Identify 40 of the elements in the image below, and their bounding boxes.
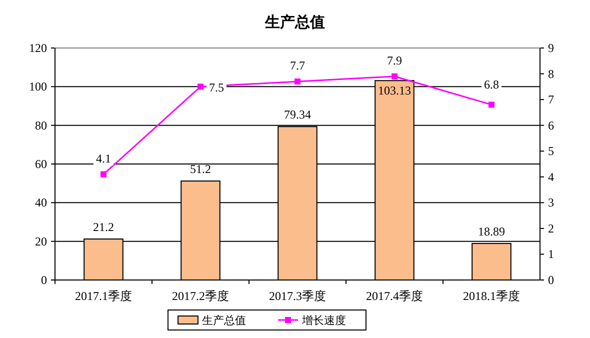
chart-title: 生产总值	[264, 13, 325, 31]
y-tick-label: 80	[35, 118, 47, 132]
y2-tick-label: 6	[548, 118, 554, 132]
y2-tick-label: 0	[548, 273, 554, 287]
y2-tick-label: 4	[548, 170, 554, 184]
y-tick-label: 40	[35, 196, 47, 210]
x-tick-label: 2017.4季度	[366, 289, 423, 303]
data-label: 51.2	[190, 162, 211, 176]
y-tick-label: 100	[29, 80, 47, 94]
y2-tick-label: 5	[548, 144, 554, 158]
data-label: 79.34	[284, 108, 311, 122]
data-label: 4.1	[96, 151, 111, 166]
data-label: 103.13	[378, 84, 411, 98]
data-label: 21.2	[93, 220, 114, 234]
point	[198, 84, 204, 90]
y-tick-label: 60	[35, 157, 47, 171]
data-label: 7.9	[387, 53, 402, 68]
data-label: 7.5	[209, 80, 224, 95]
data-label: 7.7	[290, 58, 305, 73]
legend-label: 生产总值	[202, 314, 246, 327]
y2-tick-label: 8	[548, 66, 554, 81]
data-label: 18.89	[478, 224, 505, 238]
y-tick-label: 20	[35, 234, 47, 248]
point	[392, 73, 398, 80]
y-tick-label: 120	[29, 41, 47, 55]
point	[488, 102, 494, 108]
point	[100, 171, 106, 178]
y2-tick-label: 3	[548, 196, 554, 210]
x-tick-label: 2018.1季度	[463, 289, 520, 303]
y-tick-label: 0	[41, 273, 47, 287]
point	[294, 78, 300, 85]
y2-tick-label: 2	[548, 221, 554, 236]
legend-label: 增长速度	[301, 314, 346, 327]
y2-tick-label: 9	[548, 41, 554, 55]
x-tick-label: 2017.1季度	[75, 289, 132, 303]
y2-tick-label: 1	[548, 247, 554, 262]
data-label: 6.8	[484, 78, 499, 92]
y2-tick-label: 7	[548, 92, 554, 107]
x-tick-label: 2017.2季度	[172, 289, 229, 303]
x-tick-label: 2017.3季度	[269, 289, 326, 303]
